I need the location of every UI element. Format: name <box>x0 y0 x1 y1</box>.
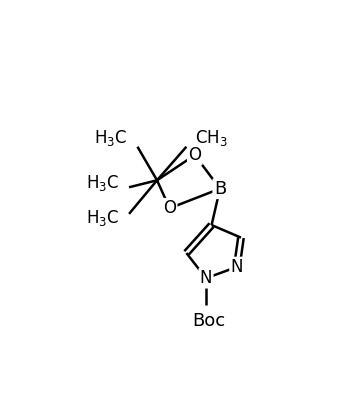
Text: H$_3$C: H$_3$C <box>86 208 119 228</box>
Text: O: O <box>188 146 201 164</box>
Text: B: B <box>214 180 226 198</box>
Text: N: N <box>200 269 212 287</box>
Text: H$_3$C: H$_3$C <box>86 173 119 193</box>
Text: N: N <box>231 258 243 276</box>
Text: O: O <box>163 199 176 217</box>
Text: H$_3$C: H$_3$C <box>95 128 128 148</box>
Text: Boc: Boc <box>192 312 225 330</box>
Text: CH$_3$: CH$_3$ <box>195 128 227 148</box>
